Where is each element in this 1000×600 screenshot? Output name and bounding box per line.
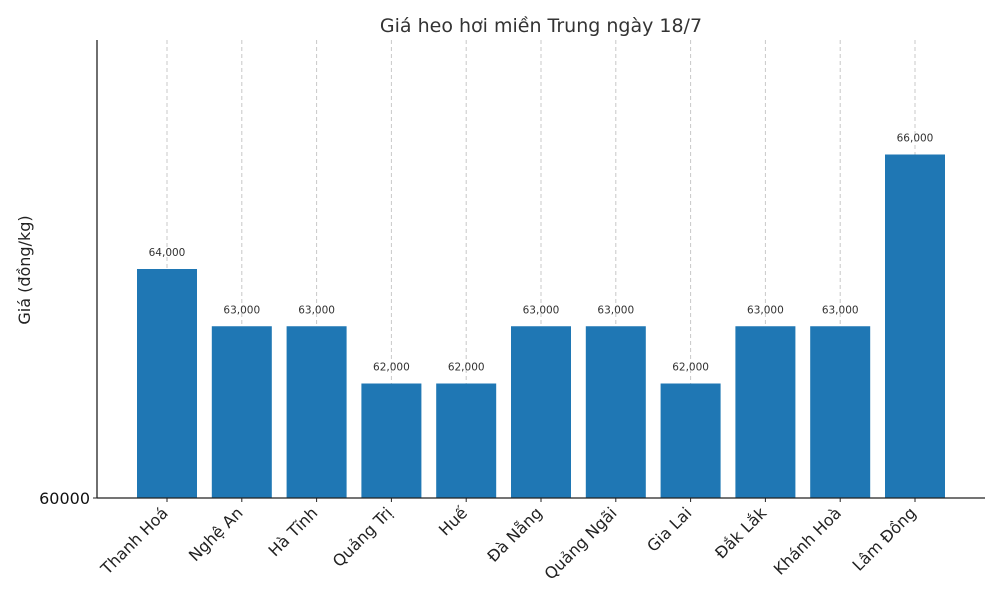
data-label: 63,000: [597, 304, 634, 316]
bar: [436, 383, 497, 498]
data-label: 63,000: [747, 304, 784, 316]
bar: [660, 383, 721, 498]
y-ticks: 60000: [39, 489, 97, 508]
bar: [885, 154, 945, 498]
data-label: 62,000: [373, 362, 410, 374]
bar: [361, 383, 422, 498]
bar: [585, 326, 646, 498]
data-label: 64,000: [149, 247, 186, 259]
x-ticks: Thanh Hoá Nghệ An Hà Tĩnh Quảng Trị Huế Đà Nẵ…: [96, 498, 920, 584]
bar: [511, 326, 571, 498]
bar: [735, 326, 796, 498]
data-label: 62,000: [448, 362, 485, 374]
x-tick-label: Gia Lai: [643, 503, 695, 555]
x-tick-label: Đà Nẵng: [483, 503, 545, 565]
bar: [137, 269, 197, 498]
data-label: 62,000: [672, 362, 709, 374]
x-tick-label: Thanh Hoá: [96, 503, 171, 578]
x-tick-label: Hà Tĩnh: [265, 503, 322, 560]
bars: [137, 154, 945, 498]
bar: [286, 326, 347, 498]
bar: [810, 326, 871, 498]
y-axis-label: Giá (đồng/kg): [15, 215, 34, 324]
x-tick-label: Nghệ An: [185, 503, 247, 565]
x-tick-label: Lâm Đồng: [848, 503, 919, 574]
data-label: 66,000: [897, 133, 934, 145]
x-tick-label: Quảng Trị: [329, 503, 396, 570]
data-label: 63,000: [223, 304, 260, 316]
x-tick-label: Đắk Lắk: [711, 503, 771, 563]
data-label: 63,000: [523, 304, 560, 316]
bar: [211, 326, 272, 498]
data-labels: 64,000 63,000 63,000 62,000 62,000 63,000 63,0…: [149, 133, 934, 374]
chart-title: Giá heo hơi miền Trung ngày 18/7: [380, 15, 702, 37]
x-tick-label: Khánh Hoà: [770, 503, 845, 578]
data-label: 63,000: [298, 304, 335, 316]
x-tick-label: Huế: [435, 503, 471, 539]
y-tick-label: 60000: [39, 489, 90, 508]
data-label: 63,000: [822, 304, 859, 316]
x-tick-label: Quảng Ngãi: [541, 503, 621, 583]
